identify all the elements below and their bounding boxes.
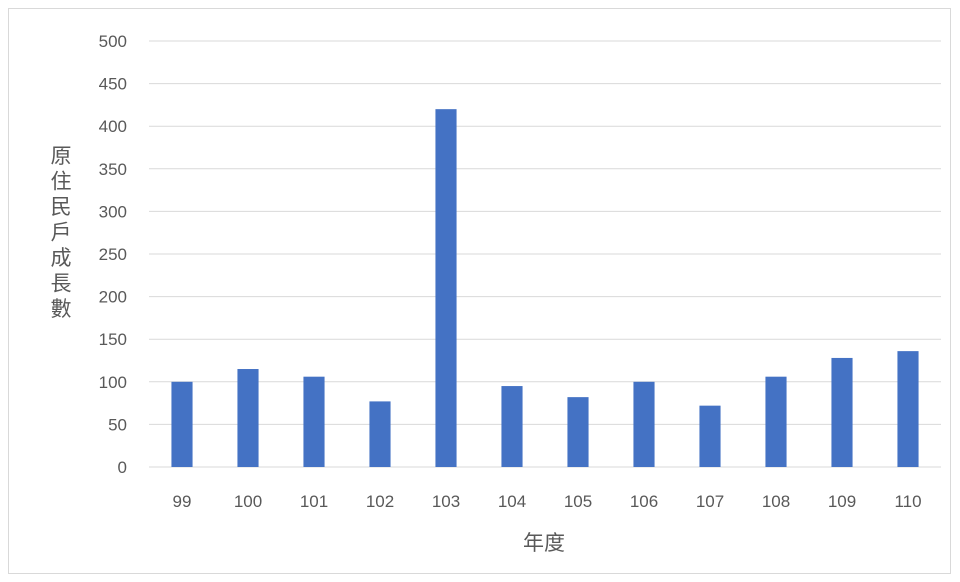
y-tick-label: 400 [99,117,127,136]
x-tick-label: 100 [234,492,262,511]
x-tick-label: 99 [173,492,192,511]
gridlines [149,40,941,468]
y-tick-label: 500 [99,32,127,51]
bar-105 [567,397,589,467]
x-tick-label: 102 [366,492,394,511]
x-tick-label: 108 [762,492,790,511]
x-tick-label: 105 [564,492,592,511]
y-tick-label: 150 [99,330,127,349]
bar-101 [303,376,325,467]
y-tick-label: 50 [108,415,127,434]
bar-104 [501,386,523,467]
y-tick-label: 100 [99,373,127,392]
x-tick-label: 110 [894,492,921,511]
x-tick-label: 107 [696,492,724,511]
x-tick-label: 104 [498,492,526,511]
bar-99 [171,381,193,467]
y-tick-label: 350 [99,160,127,179]
bar-109 [831,357,853,467]
y-tick-label: 450 [99,75,127,94]
chart-frame: 0 50 100 150 200 250 300 350 400 450 500 99 100 101 1… [8,8,951,574]
bar-107 [699,405,721,467]
bar-106 [633,381,655,467]
x-tick-label: 106 [630,492,658,511]
bars [171,109,919,467]
bar-100 [237,369,259,467]
x-tick-label: 109 [828,492,856,511]
bar-103 [435,109,457,467]
y-tick-label: 0 [118,458,127,477]
x-tick-label: 101 [300,492,328,511]
y-tick-label: 300 [99,202,127,221]
bar-110 [897,351,919,467]
y-tick-label: 250 [99,245,127,264]
bar-chart: 0 50 100 150 200 250 300 350 400 450 500 99 100 101 1… [51,32,941,555]
x-axis-title: 年度 [523,531,565,555]
y-tick-labels: 0 50 100 150 200 250 300 350 400 450 500 [99,32,127,477]
x-tick-label: 103 [432,492,460,511]
y-axis-title: 原住民戶成長數 [51,144,72,321]
bar-102 [369,401,391,467]
bar-108 [765,376,787,467]
y-tick-label: 200 [99,288,127,307]
x-tick-labels: 99 100 101 102 103 104 105 106 107 108 109 110 [173,492,922,511]
